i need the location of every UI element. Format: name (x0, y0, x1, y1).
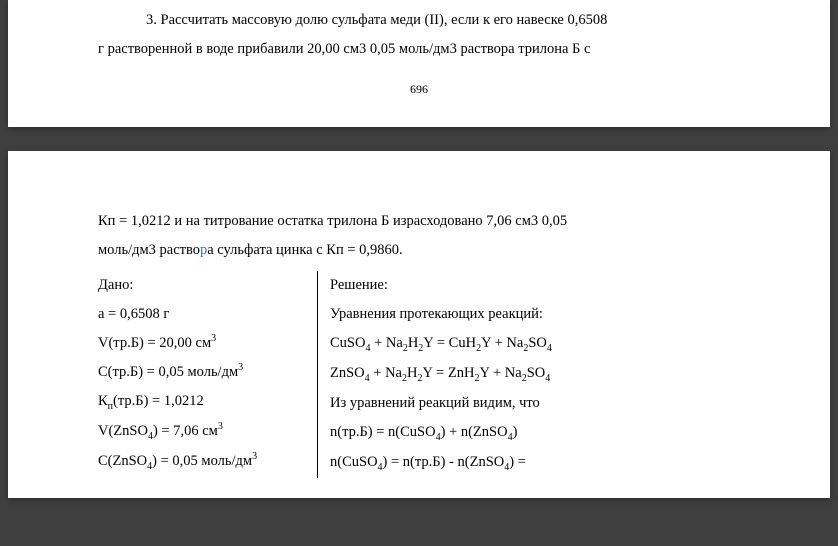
solution-row-6: n(CuSO4) = n(тр.Б) - n(ZnSO4) = (330, 448, 740, 478)
given-title: Дано: (98, 271, 305, 300)
continuation-line-2: моль/дм3 раствора сульфата цинка с Кп = … (98, 236, 740, 265)
given-row-1: a = 0,6508 г (98, 300, 305, 329)
solution-eq-2: ZnSO4 + Na2H2Y = ZnH2Y + Na2SO4 (330, 359, 740, 389)
given-row-2: V(тр.Б) = 20,00 см3 (98, 329, 305, 358)
given-column: Дано: a = 0,6508 г V(тр.Б) = 20,00 см3 С… (98, 271, 318, 478)
continuation-line-1: Кп = 1,0212 и на титрование остатка трил… (98, 207, 740, 236)
solution-title: Решение: (330, 271, 740, 300)
page-bottom: Кп = 1,0212 и на титрование остатка трил… (8, 151, 830, 498)
given-row-4: Кп(тр.Б) = 1,0212 (98, 387, 305, 417)
page-number: 696 (98, 82, 740, 97)
solution-eq-1: CuSO4 + Na2H2Y = CuH2Y + Na2SO4 (330, 329, 740, 359)
solution-row-5: n(тр.Б) = n(CuSO4) + n(ZnSO4) (330, 418, 740, 448)
solution-row-1: Уравнения протекающих реакций: (330, 300, 740, 329)
given-row-3: С(тр.Б) = 0,05 моль/дм3 (98, 358, 305, 387)
page-top: 3. Рассчитать массовую долю сульфата мед… (8, 0, 830, 127)
solution-row-4: Из уравнений реакций видим, что (330, 389, 740, 418)
problem-line-1: 3. Рассчитать массовую долю сульфата мед… (98, 6, 740, 35)
given-row-6: С(ZnSO4) = 0,05 моль/дм3 (98, 447, 305, 477)
solution-column: Решение: Уравнения протекающих реакций: … (318, 271, 740, 478)
problem-line-2: г растворенной в воде прибавили 20,00 см… (98, 35, 740, 64)
given-row-5: V(ZnSO4) = 7,06 см3 (98, 417, 305, 447)
two-column-layout: Дано: a = 0,6508 г V(тр.Б) = 20,00 см3 С… (98, 271, 740, 478)
